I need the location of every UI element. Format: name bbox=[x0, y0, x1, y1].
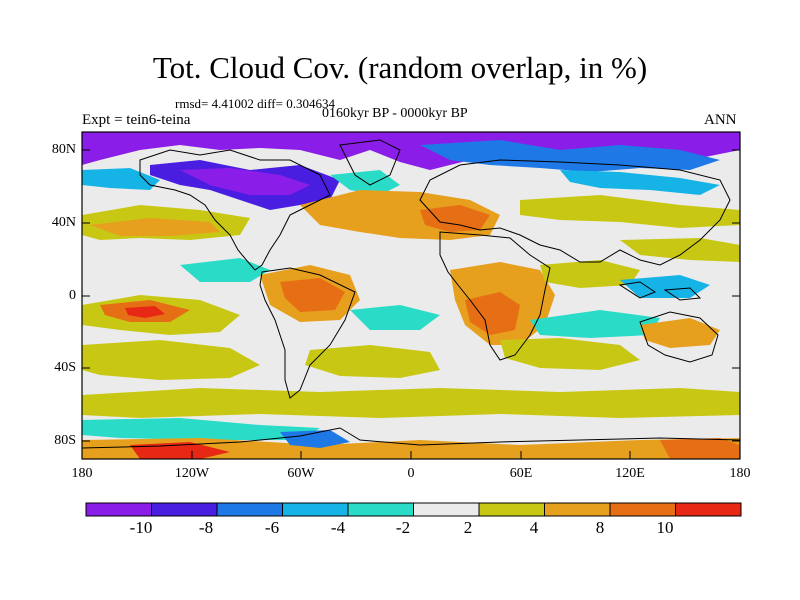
coast-greenland bbox=[339, 139, 401, 186]
colorbar-swatch-3 bbox=[216, 502, 283, 517]
lat-label-80s: 80S bbox=[54, 433, 76, 448]
australia-orange bbox=[640, 318, 720, 348]
africa-core bbox=[465, 292, 520, 335]
colorbar bbox=[85, 502, 742, 517]
season-label: ANN bbox=[704, 112, 737, 128]
south-pacific-positive bbox=[82, 340, 260, 380]
map-ticks bbox=[81, 149, 741, 459]
lat-label-0: 0 bbox=[69, 288, 76, 303]
colorbar-swatch-5 bbox=[347, 502, 414, 517]
eurasia-blue bbox=[420, 140, 720, 172]
antarctic-red-east bbox=[660, 438, 740, 459]
south-atlantic-positive bbox=[305, 345, 440, 378]
north-america-negative-core bbox=[180, 168, 310, 195]
maritime-continent-blue bbox=[620, 275, 710, 298]
south-america-core bbox=[280, 278, 345, 312]
east-pacific-cyan bbox=[180, 258, 270, 282]
colorbar-label-8: 8 bbox=[595, 518, 605, 537]
lat-label-80n: 80N bbox=[51, 142, 76, 157]
lon-label-180w: 180 bbox=[71, 466, 93, 481]
coast-maritime-continent bbox=[618, 281, 702, 301]
coast-north-america bbox=[139, 149, 331, 271]
colorbar-label-7: 4 bbox=[529, 518, 539, 537]
coast-africa bbox=[439, 231, 551, 361]
colorbar-swatch-1 bbox=[85, 502, 152, 517]
asia-positive-2 bbox=[620, 238, 740, 262]
lon-label-180e: 180 bbox=[729, 466, 751, 481]
colorbar-label-3: -6 bbox=[264, 518, 280, 537]
north-atlantic-cyan bbox=[330, 170, 400, 195]
indian-ocean-positive bbox=[540, 260, 640, 288]
colorbar-label-1: -10 bbox=[129, 518, 153, 537]
eurasia-cyan bbox=[560, 170, 720, 195]
anomaly-fields bbox=[82, 132, 740, 459]
indian-ocean-cyan bbox=[530, 310, 660, 338]
colorbar-swatch-7 bbox=[478, 502, 545, 517]
coast-south-america bbox=[259, 267, 356, 399]
antarctic-positive bbox=[82, 438, 740, 459]
southern-ocean-cyan bbox=[82, 418, 320, 440]
lon-label-60e: 60E bbox=[509, 466, 533, 481]
coast-australia bbox=[639, 311, 719, 363]
colorbar-label-6: 2 bbox=[463, 518, 473, 537]
colorbar-swatch-6 bbox=[413, 502, 480, 517]
lon-label-0: 0 bbox=[407, 466, 415, 481]
coastlines bbox=[82, 139, 740, 449]
coast-antarctica bbox=[82, 427, 740, 449]
colorbar-label-9: 10 bbox=[656, 518, 674, 537]
colorbar-swatch-2 bbox=[151, 502, 218, 517]
north-pacific-orange bbox=[90, 218, 220, 236]
tropical-pacific-core bbox=[125, 306, 165, 318]
indian-ocean-south-positive bbox=[500, 338, 640, 370]
lat-label-40s: 40S bbox=[54, 360, 76, 375]
colorbar-label-4: -4 bbox=[330, 518, 346, 537]
map-title: Tot. Cloud Cov. (random overlap, in %) bbox=[152, 50, 648, 85]
antarctic-blue bbox=[280, 430, 350, 448]
colorbar-label-5: -2 bbox=[395, 518, 411, 537]
lon-label-60w: 60W bbox=[287, 466, 315, 481]
asia-positive bbox=[520, 195, 740, 228]
colorbar-label-2: -8 bbox=[198, 518, 214, 537]
statistics-text: rmsd= 4.41002 diff= 0.304634 bbox=[175, 96, 335, 111]
experiment-label: Expt = tein6-teina bbox=[82, 112, 191, 128]
lon-label-120e: 120E bbox=[615, 466, 645, 481]
colorbar-swatch-4 bbox=[282, 502, 349, 517]
mediterranean-red bbox=[420, 205, 490, 232]
arctic-negative-band bbox=[82, 132, 740, 170]
lat-label-40n: 40N bbox=[51, 215, 76, 230]
lon-label-120w: 120W bbox=[174, 466, 210, 481]
southern-ocean-yellow bbox=[82, 388, 740, 418]
colorbar-swatch-9 bbox=[609, 502, 676, 517]
colorbar-swatch-8 bbox=[544, 502, 611, 517]
tropical-atlantic-cyan bbox=[350, 305, 440, 330]
colorbar-swatch-10 bbox=[675, 502, 742, 517]
period-text: 0160kyr BP - 0000kyr BP bbox=[322, 106, 468, 121]
coast-eurasia bbox=[419, 159, 731, 266]
